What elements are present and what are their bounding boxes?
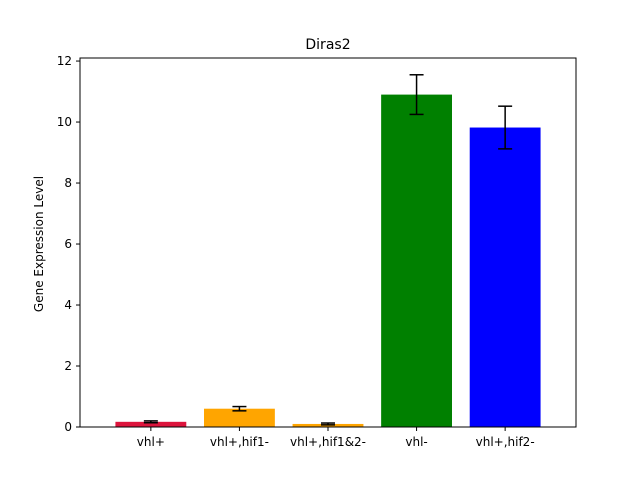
- y-tick-label: 10: [57, 115, 72, 129]
- x-tick-label-4: vhl+,hif2-: [476, 435, 535, 449]
- bar-1: [204, 408, 275, 427]
- y-axis-label: Gene Expression Level: [32, 176, 46, 312]
- bar-3: [381, 94, 452, 428]
- y-tick-label: 2: [64, 359, 72, 373]
- error-bar-1: [232, 405, 247, 412]
- y-tick-label: 12: [57, 54, 72, 68]
- error-bar-0: [143, 420, 158, 424]
- x-tick-label-3: vhl-: [405, 435, 427, 449]
- x-tick-label-0: vhl+: [137, 435, 165, 449]
- y-tick-label: 4: [64, 298, 72, 312]
- x-tick-label-1: vhl+,hif1-: [210, 435, 269, 449]
- y-tick-label: 8: [64, 176, 72, 190]
- chart-title: Diras2: [305, 37, 350, 53]
- error-bar-2: [321, 422, 335, 426]
- bars: [115, 94, 541, 428]
- x-axis: vhl+ vhl+,hif1- vhl+,hif1&2- vhl-vhl+,hif2-: [137, 427, 535, 449]
- error-bars: [143, 74, 513, 426]
- y-tick-label: 6: [64, 237, 72, 251]
- error-bar-3: [409, 74, 424, 116]
- x-tick-label-2: vhl+,hif1&2-: [290, 435, 366, 449]
- y-tick-label: 0: [64, 420, 72, 434]
- y-axis: 0 2 4 6 8 10 12: [57, 54, 80, 434]
- bar-4: [469, 127, 541, 427]
- error-bar-4: [498, 105, 513, 150]
- bar-0: [115, 421, 187, 427]
